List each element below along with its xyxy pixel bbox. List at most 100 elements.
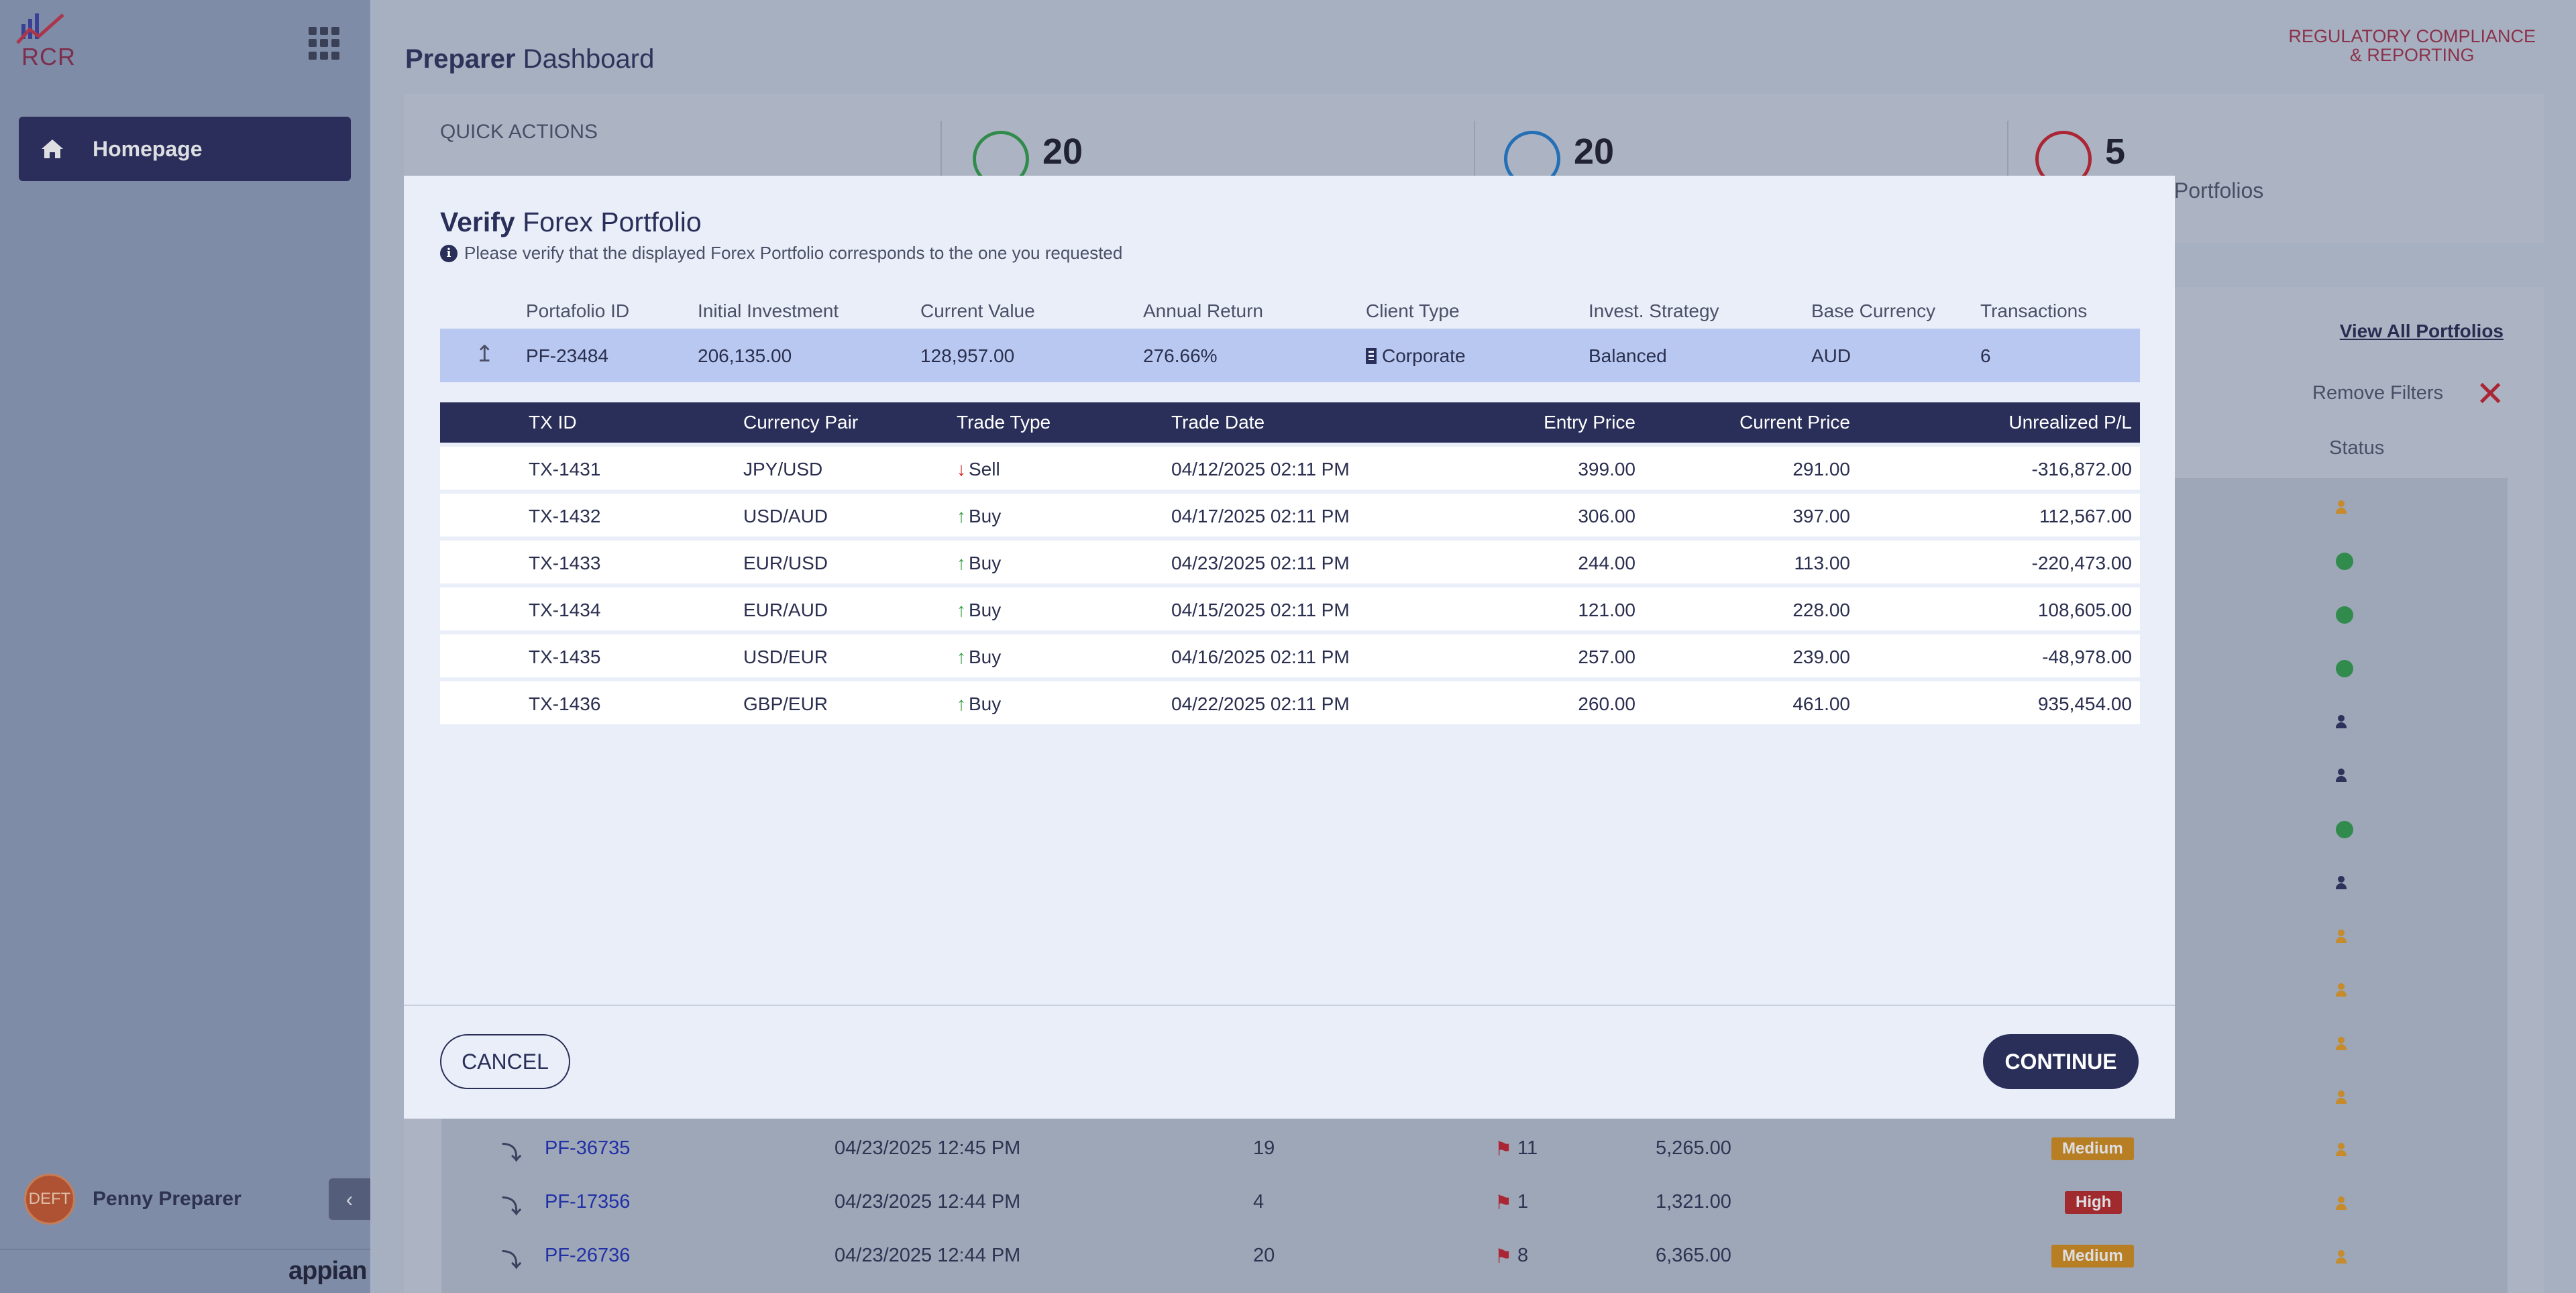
cancel-button[interactable]: CANCEL <box>440 1034 570 1089</box>
tx-id: TX-1433 <box>529 553 601 573</box>
portfolio-id-link[interactable]: PF-17356 <box>545 1191 631 1213</box>
info-icon: i <box>440 244 458 262</box>
logo-text: RCR <box>21 43 76 70</box>
column-header: Entry Price <box>1544 412 1635 433</box>
risk-badge: High <box>2065 1191 2123 1214</box>
row-flags: 8 <box>1517 1245 1529 1266</box>
portfolio-id-link[interactable]: PF-36735 <box>545 1137 631 1159</box>
portfolio-row[interactable]: ↥ PF-23484 206,135.00 128,957.00 276.66%… <box>440 329 2140 382</box>
view-all-portfolios-link[interactable]: View All Portfolios <box>2339 321 2504 341</box>
initial-investment: 206,135.00 <box>698 345 792 366</box>
kpi-value: 20 <box>1574 131 1615 172</box>
divider <box>941 121 942 228</box>
dialog-title: Verify Forex Portfolio <box>440 207 702 238</box>
current-price: 397.00 <box>1792 506 1850 526</box>
expand-icon[interactable]: ⤵ <box>502 1196 522 1218</box>
hint-text: Please verify that the displayed Forex P… <box>464 243 1123 263</box>
portfolio-header-row: Portafolio ID Initial Investment Current… <box>440 290 2140 330</box>
row-count: 19 <box>1253 1137 1275 1159</box>
trade-type: ↓ Sell <box>957 459 1000 480</box>
currency-pair: EUR/USD <box>743 553 828 573</box>
appian-logo: appian <box>288 1257 367 1285</box>
current-price: 228.00 <box>1792 600 1850 620</box>
flag-icon: ⚑ <box>1495 1139 1512 1160</box>
tx-id: TX-1436 <box>529 693 601 714</box>
client-type: Corporate <box>1366 345 1466 367</box>
rcr-logo[interactable]: RCR <box>16 9 83 70</box>
row-count: 4 <box>1253 1191 1265 1213</box>
arrow-down-icon: ↓ <box>957 459 966 480</box>
page-title-rest: Dashboard <box>515 44 655 74</box>
arrow-up-icon: ↑ <box>957 553 966 573</box>
expand-icon[interactable]: ⤵ <box>502 1250 522 1272</box>
dialog-hint: i Please verify that the displayed Forex… <box>440 243 1122 264</box>
kpi-value: 5 <box>2105 131 2126 172</box>
chevron-left-icon: ‹ <box>345 1186 354 1211</box>
row-flags: 1 <box>1517 1191 1529 1213</box>
base-currency: AUD <box>1811 345 1851 366</box>
status-column-header: Status <box>2329 437 2385 459</box>
table-row: TX-1433 EUR/USD ↑ Buy 04/23/2025 02:11 PM… <box>440 541 2140 583</box>
unrealized-pl: -220,473.00 <box>2031 553 2132 573</box>
kpi-value: 20 <box>1042 131 1083 172</box>
transactions-header-row: TX ID Currency Pair Trade Type Trade Dat… <box>440 402 2140 443</box>
table-row[interactable]: ⤵ PF-36735 04/23/2025 12:45 PM 19 ⚑ 11 5… <box>441 1121 2508 1175</box>
expand-icon[interactable]: ⤵ <box>502 1143 522 1164</box>
page-title-bold: Preparer <box>405 44 516 74</box>
dialog-title-bold: Verify <box>440 207 515 237</box>
trade-type-label: Sell <box>969 459 1000 480</box>
table-row: TX-1434 EUR/AUD ↑ Buy 04/15/2025 02:11 PM… <box>440 587 2140 630</box>
arrow-up-icon: ↑ <box>957 646 966 667</box>
currency-pair: GBP/EUR <box>743 693 828 714</box>
sidebar-item-homepage[interactable]: Homepage <box>19 117 351 181</box>
user-pending-icon <box>2336 1141 2353 1159</box>
trade-date: 04/23/2025 02:11 PM <box>1171 553 1350 573</box>
current-price: 113.00 <box>1794 553 1850 573</box>
table-row: TX-1435 USD/EUR ↑ Buy 04/16/2025 02:11 PM… <box>440 634 2140 677</box>
column-header: Current Price <box>1739 412 1850 433</box>
trade-type-label: Buy <box>969 693 1002 714</box>
table-row: TX-1431 JPY/USD ↓ Sell 04/12/2025 02:11 P… <box>440 447 2140 490</box>
unrealized-pl: 108,605.00 <box>2037 600 2132 620</box>
portfolio-id-link[interactable]: PF-26736 <box>545 1245 631 1266</box>
close-icon[interactable]: ✕ <box>2475 375 2505 414</box>
divider <box>0 1249 370 1250</box>
brand-line-2: & REPORTING <box>2349 45 2475 65</box>
trade-date: 04/22/2025 02:11 PM <box>1171 693 1350 714</box>
table-row[interactable]: ⤵ PF-17356 04/23/2025 12:44 PM 4 ⚑ 1 1,3… <box>441 1175 2508 1229</box>
collapse-sidebar-button[interactable]: ‹ <box>329 1178 370 1220</box>
collapse-icon[interactable]: ↥ <box>475 341 494 367</box>
page-title: Preparer Dashboard <box>405 44 654 74</box>
tx-id: TX-1431 <box>529 459 601 480</box>
currency-pair: USD/EUR <box>743 646 828 667</box>
dialog-title-rest: Forex Portfolio <box>515 207 702 237</box>
table-row[interactable]: ⤵ PF-26736 04/23/2025 12:44 PM 20 ⚑ 8 6,… <box>441 1229 2508 1282</box>
row-date: 04/23/2025 12:45 PM <box>835 1137 1021 1159</box>
flag-icon: ⚑ <box>1495 1246 1512 1268</box>
building-icon <box>1366 348 1377 364</box>
check-icon <box>2336 606 2353 624</box>
unrealized-pl: 935,454.00 <box>2037 693 2132 714</box>
divider <box>404 1005 2175 1006</box>
check-icon <box>2336 660 2353 677</box>
continue-button[interactable]: CONTINUE <box>1983 1034 2139 1089</box>
sidebar: RCR Homepage DEFT Penny Preparer ‹ appia… <box>0 0 370 1293</box>
kpi-card[interactable]: 20 <box>973 131 1083 187</box>
divider <box>2007 121 2008 228</box>
entry-price: 306.00 <box>1578 506 1635 526</box>
trade-type-label: Buy <box>969 646 1002 667</box>
trade-date: 04/16/2025 02:11 PM <box>1171 646 1350 667</box>
user-check-icon <box>2336 767 2353 785</box>
trade-date: 04/17/2025 02:11 PM <box>1171 506 1350 526</box>
trade-date: 04/12/2025 02:11 PM <box>1171 459 1350 480</box>
client-type-label: Corporate <box>1382 345 1466 366</box>
user-check-icon <box>2336 875 2353 892</box>
row-amount: 5,265.00 <box>1656 1137 1731 1159</box>
brand-logo: REGULATORY COMPLIANCE & REPORTING <box>2288 27 2536 64</box>
app-grid-icon[interactable] <box>309 27 342 60</box>
user-profile[interactable]: DEFT Penny Preparer <box>24 1174 241 1225</box>
column-header: Invest. Strategy <box>1589 300 1719 321</box>
invest-strategy: Balanced <box>1589 345 1667 366</box>
column-header: Trade Date <box>1171 412 1265 433</box>
user-name: Penny Preparer <box>93 1188 241 1210</box>
